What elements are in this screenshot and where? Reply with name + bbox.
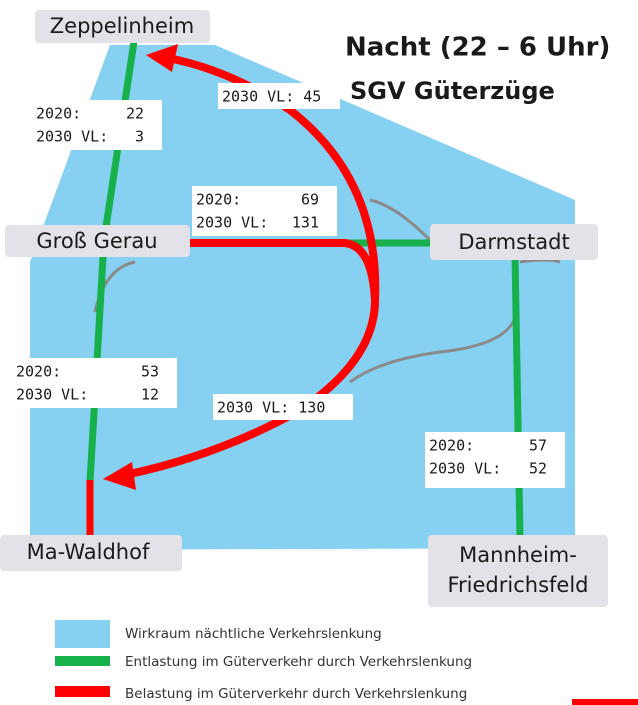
value-number: 131 (292, 214, 319, 232)
value-key: 2030 VL: (196, 214, 268, 232)
city-label: Darmstadt (458, 230, 569, 254)
legend-swatch (55, 656, 110, 666)
value-box (12, 358, 177, 408)
flow-label: 2030 VL: 45 (222, 88, 321, 106)
value-key: 2020: (36, 105, 81, 123)
legend-label: Wirkraum nächtliche Verkehrslenkung (125, 626, 382, 642)
arrowhead (146, 44, 178, 72)
arrowhead (103, 462, 136, 490)
city-label: Mannheim- (459, 543, 577, 567)
city-label: Friedrichsfeld (447, 573, 588, 597)
value-key: 2020: (429, 437, 474, 455)
city-box (430, 224, 598, 260)
value-number: 52 (529, 460, 547, 478)
value-key: 2020: (196, 191, 241, 209)
title: Nacht (22 – 6 Uhr) (345, 33, 610, 63)
green-track (511, 254, 524, 539)
city-box (428, 535, 608, 607)
city-label: Groß Gerau (36, 229, 157, 253)
value-number: 22 (126, 105, 144, 123)
city-box (35, 10, 210, 43)
city-box (0, 535, 182, 571)
red-track (167, 54, 380, 301)
value-number: 69 (301, 191, 319, 209)
city-label: Zeppelinheim (50, 14, 194, 38)
gray-tracks (93, 198, 561, 384)
value-number: 3 (135, 128, 144, 146)
value-box (425, 432, 565, 488)
value-number: 57 (529, 437, 547, 455)
legend-swatch (55, 620, 110, 648)
flow-label-box (213, 394, 353, 420)
value-box (192, 186, 337, 236)
impact-area (30, 45, 575, 550)
value-key: 2030 VL: (36, 128, 108, 146)
city-box (5, 225, 190, 257)
value-key: 2020: (16, 363, 61, 381)
value-number: 53 (141, 363, 159, 381)
value-box (32, 100, 162, 150)
city-label: Ma-Waldhof (27, 540, 150, 564)
value-key: 2030 VL: (429, 460, 501, 478)
value-number: 12 (141, 386, 159, 404)
legend-label: Belastung im Güterverkehr durch Verkehrs… (125, 686, 467, 702)
legend-swatch (55, 686, 110, 697)
flow-label-box (218, 83, 340, 109)
subtitle: SGV Güterzüge (350, 77, 555, 105)
legend-label: Entlastung im Güterverkehr durch Verkehr… (125, 654, 472, 670)
flow-label: 2030 VL: 130 (217, 399, 325, 417)
value-key: 2030 VL: (16, 386, 88, 404)
